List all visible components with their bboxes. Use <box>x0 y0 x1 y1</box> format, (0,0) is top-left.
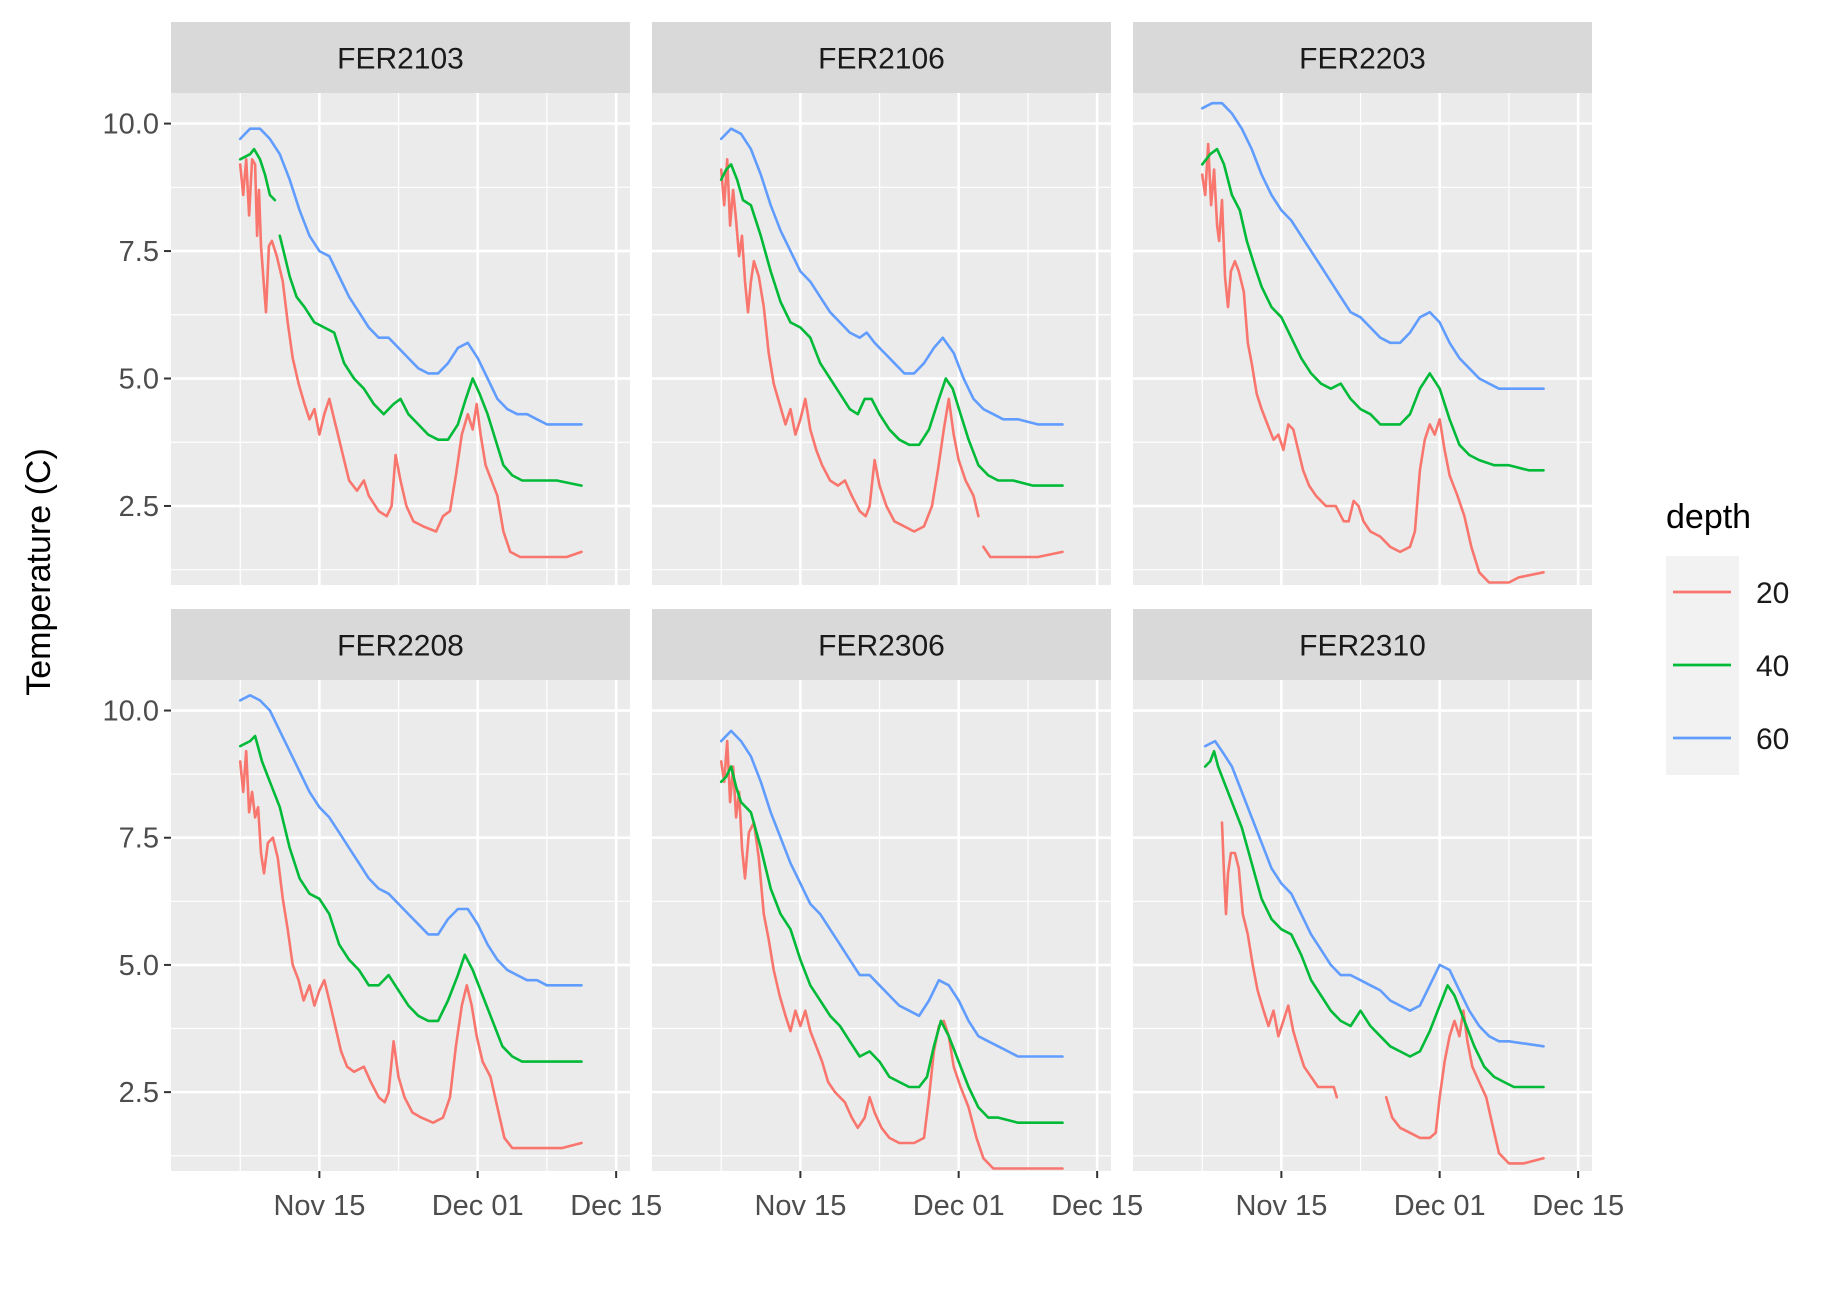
series-line-depth-20 <box>1220 821 1339 1099</box>
facet-strip-label: FER2203 <box>1299 43 1426 76</box>
y-tick-label: 10.0 <box>103 109 159 141</box>
series-line-depth-40 <box>719 163 1064 487</box>
x-tick-label: Nov 15 <box>1235 1190 1327 1222</box>
facet-strip <box>171 22 630 93</box>
series-line-depth-20 <box>1200 142 1545 584</box>
series-line-depth-60 <box>719 127 1064 426</box>
legend-label: 20 <box>1756 577 1789 610</box>
series-line-depth-20 <box>1384 1009 1545 1165</box>
facet-strip-label: FER2103 <box>337 43 464 76</box>
facet-strip <box>1133 22 1592 93</box>
facet-strip <box>171 609 630 680</box>
series-line-depth-40 <box>1203 749 1545 1089</box>
y-tick-label: 2.5 <box>119 1077 159 1109</box>
facet-panel: FER2208 2.5 5.0 7.5 10.0 Nov 15 Dec 01 Dec 15 <box>103 609 662 1222</box>
x-tick-label: Dec 15 <box>570 1190 662 1222</box>
x-tick-label: Dec 01 <box>1394 1190 1486 1222</box>
legend-label: 40 <box>1756 650 1789 683</box>
series-line-depth-60 <box>238 693 583 987</box>
series-line-depth-60 <box>1200 101 1545 391</box>
facet-strip-label: FER2310 <box>1299 630 1426 663</box>
series-line-depth-40 <box>278 234 583 487</box>
y-tick-label: 10.0 <box>103 696 159 728</box>
facet-strip <box>652 22 1111 93</box>
x-tick-label: Nov 15 <box>273 1190 365 1222</box>
series-line-depth-60 <box>719 729 1064 1058</box>
x-tick-label: Dec 15 <box>1051 1190 1143 1222</box>
facet-panel: FER2203 <box>1133 22 1592 585</box>
facet-panel: FER2306 Nov 15 Dec 01 Dec 15 <box>652 609 1143 1222</box>
series-line-depth-40 <box>238 147 277 202</box>
y-axis-title: Temperature (C) <box>20 448 58 696</box>
x-tick-label: Nov 15 <box>754 1190 846 1222</box>
facet-strip-label: FER2106 <box>818 43 945 76</box>
facet-panel: FER2310 Nov 15 Dec 01 Dec 15 <box>1133 609 1624 1222</box>
series-line-depth-40 <box>719 765 1064 1124</box>
y-tick-label: 7.5 <box>119 236 159 268</box>
y-tick-label: 5.0 <box>119 950 159 982</box>
series-line-depth-20 <box>982 545 1064 559</box>
series-line-depth-20 <box>719 158 980 533</box>
series-line-depth-20 <box>238 749 583 1150</box>
facet-panel: FER2106 <box>652 22 1111 585</box>
legend: depth 20 40 60 <box>1666 498 1789 775</box>
x-tick-label: Dec 01 <box>432 1190 524 1222</box>
series-line-depth-40 <box>1200 147 1545 472</box>
series-line-depth-20 <box>719 739 1064 1170</box>
series-line-depth-40 <box>238 734 583 1063</box>
x-tick-label: Dec 01 <box>913 1190 1005 1222</box>
facet-strip-label: FER2208 <box>337 630 464 663</box>
y-tick-label: 7.5 <box>119 823 159 855</box>
facet-strip <box>1133 609 1592 680</box>
series-line-depth-60 <box>238 127 583 426</box>
facet-panels: FER2103 2.5 5.0 7.5 10.0 FER2106 FER2203 FER220… <box>103 22 1624 1222</box>
legend-title: depth <box>1666 498 1751 536</box>
series-line-depth-60 <box>1203 739 1545 1048</box>
x-tick-label: Dec 15 <box>1532 1190 1624 1222</box>
facet-strip-label: FER2306 <box>818 630 945 663</box>
legend-label: 60 <box>1756 723 1789 756</box>
facet-strip <box>652 609 1111 680</box>
y-tick-label: 5.0 <box>119 364 159 396</box>
y-tick-label: 2.5 <box>119 491 159 523</box>
facet-panel: FER2103 2.5 5.0 7.5 10.0 <box>103 22 630 585</box>
series-line-depth-20 <box>238 158 583 559</box>
